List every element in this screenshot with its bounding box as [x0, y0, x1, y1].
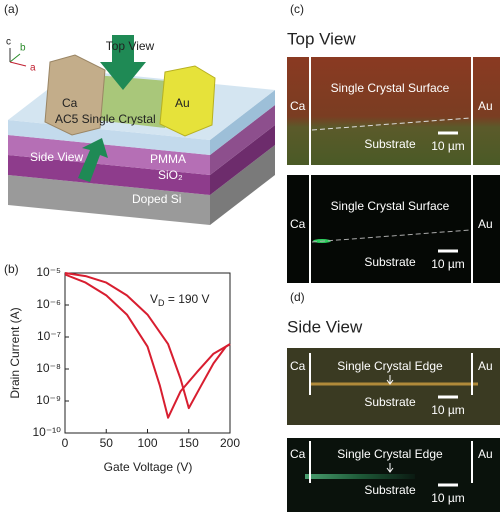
au-label: Au: [175, 96, 190, 110]
micrograph: [287, 175, 500, 283]
si-side: [210, 145, 275, 225]
top-label: Single Crystal Edge: [337, 359, 443, 373]
x-tick-label: 100: [137, 436, 157, 450]
y-tick-label: 10⁻¹⁰: [33, 425, 62, 439]
scale-label: 10 µm: [431, 491, 465, 505]
y-tick-label: 10⁻⁷: [37, 329, 61, 343]
panel-title: Top View: [287, 29, 356, 48]
panel-label: (c): [290, 2, 304, 16]
y-tick-label: 10⁻⁶: [36, 297, 61, 311]
edge-arrow: [386, 375, 394, 385]
left-label: Ca: [290, 217, 306, 231]
x-tick-label: 200: [220, 436, 240, 450]
annotation-text: = 190 V: [165, 292, 210, 306]
device-diagram: (a) c b a Top View Ca AC5 Single Crystal…: [4, 2, 275, 225]
right-label: Au: [478, 99, 493, 113]
axis-label: b: [20, 43, 26, 54]
side-view-label: Side View: [30, 150, 83, 164]
scale-label: 10 µm: [431, 403, 465, 417]
bottom-label: Substrate: [364, 483, 416, 497]
y-tick-label: 10⁻⁸: [36, 361, 61, 375]
top-arrow: [100, 35, 146, 90]
ca-electrode: [44, 54, 106, 136]
x-tick-label: 50: [100, 436, 114, 450]
y-tick-label: 10⁻⁵: [36, 265, 61, 279]
axis-a: [9, 61, 27, 67]
sio2-front: [8, 155, 210, 195]
si-front: [8, 175, 210, 225]
transfer-chart: (b) Gate Voltage (V) Drain Current (A) V…: [4, 262, 240, 474]
edge-emission: [305, 474, 415, 479]
side-view-panel: (d) Side View: [287, 290, 500, 512]
edge-arrow: [386, 463, 394, 473]
x-tick-label: 0: [62, 436, 69, 450]
scale-label: 10 µm: [431, 139, 465, 153]
top-view-label: Top View: [106, 39, 155, 53]
panel-label: (b): [4, 262, 19, 276]
y-axis-title: Drain Current (A): [8, 307, 22, 398]
panel-label: (d): [290, 290, 305, 304]
right-label: Au: [478, 217, 493, 231]
left-label: Ca: [290, 447, 306, 461]
x-tick-label: 150: [179, 436, 199, 450]
right-label: Au: [478, 447, 493, 461]
au-electrode: [159, 65, 216, 137]
data-line: [64, 273, 231, 419]
annotation: VD = 190 V: [150, 292, 210, 308]
crystal-label: AC5 Single Crystal: [55, 112, 156, 126]
crystal-edge: [311, 117, 471, 131]
pmma-label: PMMA: [150, 152, 186, 166]
pmma-front: [8, 135, 210, 175]
bottom-label: Substrate: [364, 255, 416, 269]
scale-label: 10 µm: [431, 257, 465, 271]
bottom-label: Substrate: [364, 395, 416, 409]
panel-title: Side View: [287, 317, 363, 336]
data-line: [64, 272, 231, 410]
axis-label: a: [30, 63, 36, 74]
axis-b: [9, 53, 21, 63]
bottom-label: Substrate: [364, 137, 416, 151]
micrograph: [287, 57, 500, 165]
glass-side: [210, 90, 275, 155]
right-label: Au: [478, 359, 493, 373]
top-label: Single Crystal Surface: [331, 81, 450, 95]
annotation-subscript: D: [158, 298, 165, 308]
side-arrow: [78, 138, 108, 182]
annotation-symbol: V: [150, 292, 158, 306]
axis-label: c: [6, 37, 11, 48]
panel-label: (a): [4, 2, 19, 16]
top-view-panel: (c) Top View: [287, 2, 500, 283]
pmma-side: [210, 105, 275, 175]
top-label: Single Crystal Edge: [337, 447, 443, 461]
x-axis-title: Gate Voltage (V): [104, 460, 193, 474]
sio2-label: SiO₂: [158, 168, 183, 182]
ca-label: Ca: [62, 96, 78, 110]
left-label: Ca: [290, 359, 306, 373]
micrograph: [287, 348, 500, 425]
crystal-edge: [311, 229, 471, 243]
si-label: Doped Si: [132, 192, 181, 206]
top-label: Single Crystal Surface: [331, 199, 450, 213]
sio2-side: [210, 125, 275, 195]
y-tick-label: 10⁻⁹: [36, 393, 61, 407]
left-label: Ca: [290, 99, 306, 113]
